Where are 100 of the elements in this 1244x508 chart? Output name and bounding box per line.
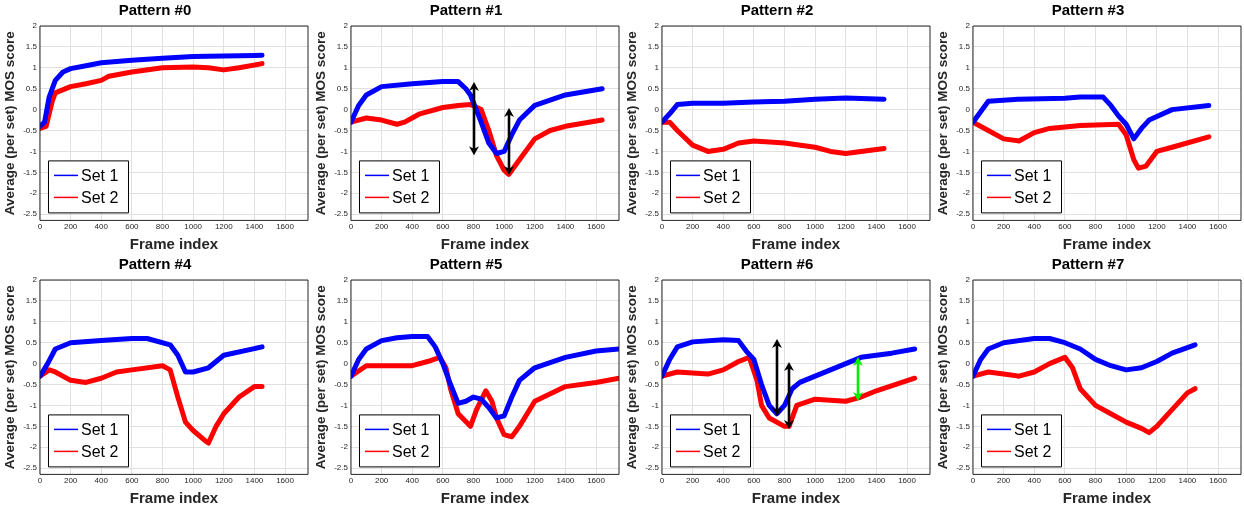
- x-tick-label: 1600: [587, 476, 606, 486]
- y-tick-label: 1: [32, 63, 38, 73]
- legend-label: Set 1: [1013, 420, 1052, 438]
- chart-title: Pattern #5: [429, 255, 503, 273]
- legend-label: Set 1: [1013, 166, 1052, 184]
- x-tick-label: 800: [1088, 222, 1103, 232]
- y-tick-label: -1: [962, 400, 971, 410]
- x-tick-label: 1000: [1117, 476, 1136, 486]
- y-axis-title: Average (per set) MOS score: [1, 30, 17, 216]
- y-tick-label: -2: [651, 442, 660, 452]
- x-tick-label: 200: [63, 222, 78, 232]
- chart-title: Pattern #7: [1051, 255, 1125, 273]
- x-tick-label: 600: [1058, 476, 1073, 486]
- chart-title: Pattern #4: [118, 255, 192, 273]
- x-axis-title: Frame index: [751, 235, 841, 253]
- y-tick-label: -2: [962, 188, 971, 198]
- y-tick-label: 0: [32, 104, 38, 114]
- x-tick-label: 200: [63, 476, 78, 486]
- x-tick-label: 1200: [1147, 222, 1167, 232]
- y-tick-label: 0.5: [647, 337, 660, 347]
- x-tick-label: 1400: [556, 476, 575, 486]
- y-tick-label: -2: [29, 188, 38, 198]
- x-tick-label: 600: [125, 476, 140, 486]
- x-tick-label: 600: [747, 476, 762, 486]
- y-tick-label: -1.5: [645, 421, 660, 431]
- y-tick-label: 2: [654, 21, 660, 31]
- y-tick-label: -1: [651, 146, 660, 156]
- y-tick-label: -1.5: [334, 167, 349, 177]
- x-tick-label: 200: [374, 222, 389, 232]
- x-tick-label: 400: [716, 476, 731, 486]
- y-tick-label: 0.5: [336, 337, 349, 347]
- y-tick-label: 1.5: [647, 296, 660, 306]
- y-tick-label: 1.5: [647, 42, 660, 52]
- x-tick-label: 400: [405, 222, 420, 232]
- y-tick-label: -1: [340, 146, 349, 156]
- y-axis-title: Average (per set) MOS score: [934, 284, 950, 470]
- x-tick-label: 1200: [1147, 476, 1167, 486]
- y-tick-label: -2.5: [334, 209, 349, 219]
- chart-title: Pattern #3: [1051, 1, 1125, 19]
- y-tick-label: 1: [32, 317, 38, 327]
- y-tick-label: 2: [32, 21, 38, 31]
- y-tick-label: -1.5: [645, 167, 660, 177]
- y-tick-label: 0: [32, 358, 38, 368]
- x-axis-title: Frame index: [129, 489, 219, 507]
- y-tick-label: 0: [654, 104, 660, 114]
- x-tick-label: 1000: [806, 476, 825, 486]
- x-tick-label: 1200: [836, 476, 856, 486]
- chart-title: Pattern #0: [118, 1, 192, 19]
- y-tick-label: -1: [651, 400, 660, 410]
- legend-label: Set 2: [391, 188, 430, 206]
- x-tick-label: 1000: [495, 476, 514, 486]
- x-tick-label: 1400: [1178, 476, 1197, 486]
- y-tick-label: 1.5: [958, 42, 971, 52]
- y-tick-label: 1: [343, 317, 349, 327]
- x-tick-label: 400: [94, 476, 109, 486]
- y-tick-label: -0.5: [956, 379, 971, 389]
- x-tick-label: 1600: [898, 222, 917, 232]
- x-tick-label: 400: [716, 222, 731, 232]
- y-tick-label: 1: [965, 63, 971, 73]
- y-tick-label: 1: [654, 317, 660, 327]
- y-axis-title: Average (per set) MOS score: [934, 30, 950, 216]
- y-tick-label: 0: [965, 104, 971, 114]
- x-tick-label: 1600: [587, 222, 606, 232]
- x-tick-label: 200: [996, 476, 1011, 486]
- legend-label: Set 2: [702, 442, 741, 460]
- x-tick-label: 200: [685, 222, 700, 232]
- x-tick-label: 1000: [495, 222, 514, 232]
- x-tick-label: 1600: [276, 222, 295, 232]
- x-tick-label: 1400: [245, 476, 264, 486]
- y-tick-label: 0: [965, 358, 971, 368]
- y-tick-label: -2: [651, 188, 660, 198]
- y-tick-label: -1: [962, 146, 971, 156]
- legend-label: Set 1: [391, 166, 430, 184]
- legend-label: Set 2: [80, 188, 119, 206]
- y-tick-label: -2.5: [334, 463, 349, 473]
- y-tick-label: -2: [962, 442, 971, 452]
- x-tick-label: 1200: [214, 222, 234, 232]
- x-tick-label: 800: [466, 222, 481, 232]
- y-tick-label: 0.5: [647, 83, 660, 93]
- y-tick-label: -0.5: [645, 379, 660, 389]
- x-tick-label: 1000: [1117, 222, 1136, 232]
- x-tick-label: 800: [1088, 476, 1103, 486]
- x-tick-label: 1000: [184, 476, 203, 486]
- y-tick-label: -1: [340, 400, 349, 410]
- y-tick-label: 2: [654, 275, 660, 285]
- x-tick-label: 1200: [525, 476, 545, 486]
- x-axis-title: Frame index: [440, 235, 530, 253]
- y-tick-label: 0: [343, 358, 349, 368]
- x-axis-title: Frame index: [1062, 235, 1152, 253]
- y-tick-label: -1.5: [334, 421, 349, 431]
- y-tick-label: -2.5: [645, 209, 660, 219]
- y-axis-title: Average (per set) MOS score: [623, 30, 639, 216]
- y-tick-label: -2: [29, 442, 38, 452]
- legend-label: Set 2: [1013, 188, 1052, 206]
- y-tick-label: 1: [965, 317, 971, 327]
- y-tick-label: 1.5: [336, 42, 349, 52]
- x-tick-label: 200: [374, 476, 389, 486]
- y-tick-label: 1.5: [25, 296, 38, 306]
- x-tick-label: 600: [125, 222, 140, 232]
- x-tick-label: 600: [747, 222, 762, 232]
